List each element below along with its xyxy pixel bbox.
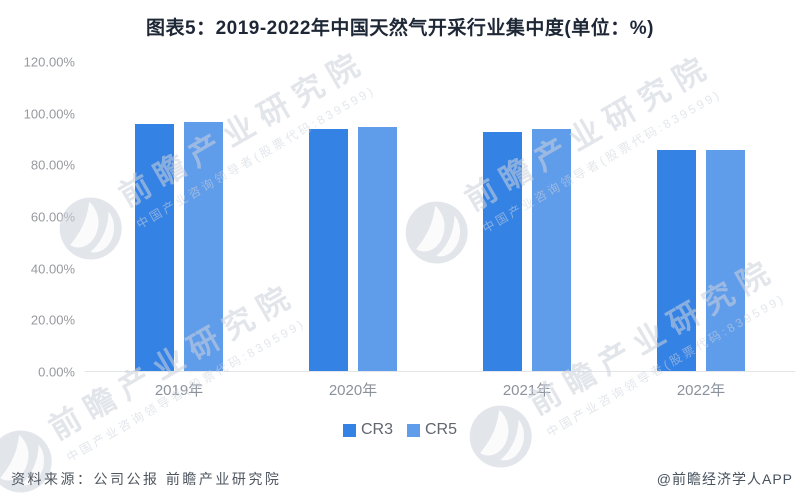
x-axis-label: 2020年 [328,382,378,399]
bar-cr3-2020年 [309,128,348,371]
legend-item-cr3: CR3 [342,421,393,439]
y-axis-tick-label: 80.00% [30,157,75,173]
source-text: 资料来源：公司公报 前瞻产业研究院 [11,471,282,487]
bar-group-2020年 [266,62,440,371]
y-axis-tick-label: 0.00% [38,364,75,380]
legend-item-cr5: CR5 [407,421,457,439]
legend-label-cr5: CR5 [425,421,458,438]
legend-swatch-cr3 [342,423,356,437]
bar-group-2021年 [440,62,614,371]
x-axis-line [85,371,795,372]
bar-cr3-2022年 [657,150,696,371]
y-axis-tick-label: 100.00% [23,106,75,122]
x-axis-label: 2019年 [154,382,204,399]
x-axis-label: 2022年 [676,382,726,399]
y-axis-tick-label: 40.00% [30,261,75,277]
y-axis-tick-label: 60.00% [30,209,75,225]
x-axis: 2019年 2020年 2021年 2022年 [92,379,788,400]
bar-cr3-2019年 [135,123,174,371]
legend: CR3 CR5 [0,421,800,439]
y-axis-tick-label: 120.00% [23,54,75,70]
bar-cr5-2021年 [532,129,571,371]
footer: 资料来源：公司公报 前瞻产业研究院 @前瞻经济学人APP [0,469,800,489]
bar-cr5-2019年 [184,121,223,371]
bar-cr5-2022年 [706,149,745,371]
bar-group-2022年 [614,62,788,371]
bar-cr5-2020年 [358,126,397,371]
legend-label-cr3: CR3 [360,421,393,438]
credit-text: @前瞻经济学人APP [656,471,793,487]
plot-area [92,62,788,371]
y-axis-tick-label: 20.00% [30,312,75,328]
bar-group-2019年 [92,62,266,371]
y-axis: 120.00% 100.00% 80.00% 60.00% 40.00% 20.00% 0.… [0,55,75,380]
x-axis-label: 2021年 [502,382,552,399]
bar-cr3-2021年 [483,131,522,371]
legend-swatch-cr5 [407,423,420,437]
chart-title: 图表5：2019-2022年中国天然气开采行业集中度(单位：%) [146,18,654,39]
